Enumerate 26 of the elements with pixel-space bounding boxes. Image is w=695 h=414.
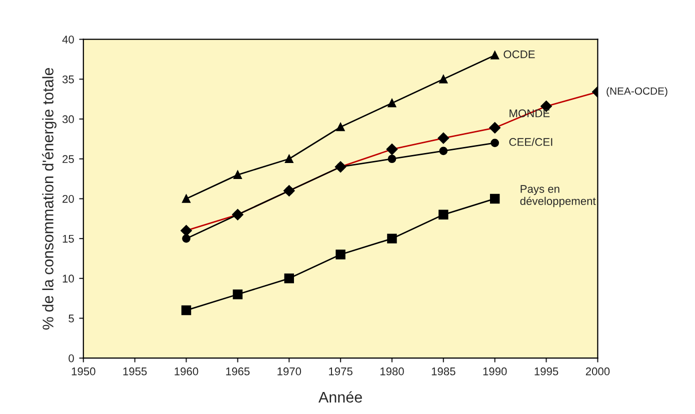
x-tick-label: 1985: [432, 367, 456, 376]
x-tick-label: 1950: [72, 367, 96, 376]
series-label: CEE/CEI: [509, 138, 552, 146]
x-tick-label: 1970: [278, 367, 302, 376]
x-tick-label: 1955: [123, 367, 147, 376]
x-tick-label: 1975: [329, 367, 352, 376]
y-tick-label: 0: [68, 354, 74, 362]
y-tick-label: 5: [68, 314, 74, 322]
x-axis-title: Année: [318, 391, 362, 403]
y-tick-label: 25: [62, 155, 74, 164]
annotation: (NEA-OCDE): [606, 87, 668, 97]
y-tick-label: 30: [62, 115, 74, 124]
x-tick-label: 1990: [483, 367, 507, 376]
y-tick-label: 20: [62, 194, 74, 203]
x-tick-label: 1995: [534, 367, 558, 376]
series-label: Pays en développement: [520, 185, 596, 208]
x-tick-label: 1980: [380, 367, 404, 376]
y-axis-title: % de la consommation d'énergie totale: [42, 68, 56, 330]
series-label: OCDE: [504, 50, 535, 58]
y-tick-label: 10: [62, 274, 74, 283]
y-tick-label: 40: [62, 36, 74, 44]
y-tick-label: 35: [62, 75, 74, 84]
x-tick-label: 1960: [174, 367, 198, 376]
x-tick-label: 1965: [226, 367, 250, 376]
y-tick-label: 15: [62, 234, 74, 243]
x-tick-label: 2000: [586, 367, 610, 376]
